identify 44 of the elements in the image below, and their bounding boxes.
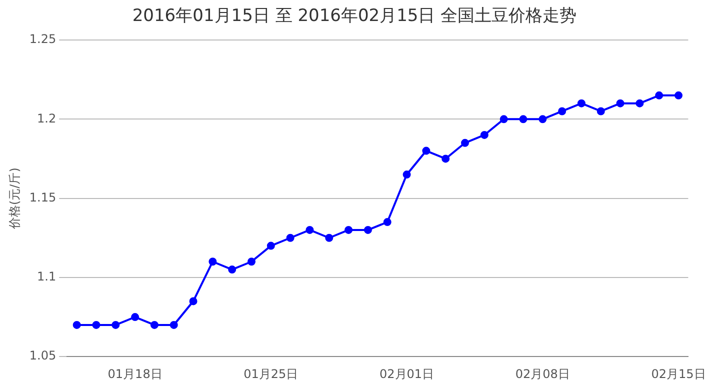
point (286, 234, 294, 242)
point (344, 226, 353, 234)
x-tick-label: 02月01日 (380, 366, 434, 381)
x-tick-label: 01月25日 (244, 366, 298, 381)
point (325, 234, 334, 242)
point (383, 218, 392, 226)
x-tick-label: 01月18日 (108, 366, 162, 381)
y-tick-label: 1.25 (29, 32, 56, 46)
point (402, 170, 411, 179)
point (170, 320, 178, 329)
point (500, 115, 508, 124)
point (189, 297, 198, 306)
point (266, 242, 275, 250)
point (422, 146, 430, 155)
y-tick-label: 1.1 (37, 270, 56, 284)
y-tick-label: 1.05 (29, 348, 56, 363)
point (208, 258, 217, 266)
point (72, 320, 81, 329)
point (596, 107, 605, 116)
point (480, 130, 488, 139)
point (442, 154, 450, 163)
x-tick-label: 02月15日 (651, 366, 706, 381)
point (674, 91, 683, 100)
point (577, 99, 586, 108)
point (558, 107, 566, 116)
point (636, 99, 644, 108)
point (228, 266, 236, 274)
point (92, 320, 100, 329)
y-axis-title: 价格(元/斤) (7, 168, 22, 230)
point (616, 99, 624, 108)
point (519, 115, 528, 124)
point (364, 226, 372, 234)
point (655, 91, 664, 100)
chart-title: 2016年01月15日 至 2016年02月15日 全国土豆价格走势 (131, 5, 578, 27)
point (131, 313, 140, 322)
point (248, 258, 256, 266)
point (112, 320, 120, 329)
point (461, 138, 470, 147)
x-tick-label: 02月08日 (515, 366, 570, 381)
y-tick-label: 1.15 (29, 190, 56, 204)
y-tick-label: 1.2 (37, 111, 56, 126)
point (306, 226, 314, 234)
point (150, 320, 158, 329)
point (538, 115, 547, 124)
